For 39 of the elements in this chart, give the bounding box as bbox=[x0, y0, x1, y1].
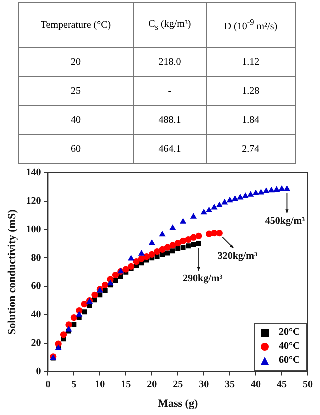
category-label: D (10$^{-9}$ m²/s) bbox=[206, 2, 296, 48]
text: - bbox=[134, 76, 206, 106]
y-tick-label: 40 bbox=[31, 310, 42, 321]
x-tick-label: 35 bbox=[225, 379, 236, 390]
category-label: C$_{s}$ (kg/m³) bbox=[134, 2, 206, 48]
y-tick-label: 0 bbox=[36, 366, 42, 378]
x-tick-label: 25 bbox=[173, 379, 184, 390]
x-tick-label: 40 bbox=[251, 379, 262, 390]
text: 25 bbox=[18, 76, 134, 106]
legend-label: 60°C bbox=[279, 355, 300, 366]
x-axis-title: Mass (g) bbox=[158, 398, 198, 410]
x-tick-label: 15 bbox=[121, 379, 132, 390]
text: 1.84 bbox=[206, 106, 296, 134]
y-tick-label: 60 bbox=[31, 281, 42, 292]
text: 464.1 bbox=[134, 134, 206, 164]
legend-label: 20°C bbox=[279, 327, 300, 338]
category-label: Temperature (°C) bbox=[18, 2, 134, 48]
y-tick-label: 120 bbox=[26, 196, 42, 207]
text: 1.28 bbox=[206, 76, 296, 106]
x-tick-label: 50 bbox=[303, 379, 313, 390]
x-tick-label: 45 bbox=[277, 379, 288, 390]
y-tick-label: 100 bbox=[26, 224, 42, 236]
y-axis-title: Solution conductivity (mS) bbox=[6, 209, 18, 336]
text: 2.74 bbox=[206, 134, 296, 164]
x-tick-label: 20 bbox=[147, 379, 158, 390]
annotation: 320kg/m³ bbox=[218, 250, 258, 262]
y-tick-label: 140 bbox=[26, 168, 42, 179]
x-tick-label: 0 bbox=[46, 379, 51, 390]
annotation: 290kg/m³ bbox=[183, 274, 223, 285]
x-tick-label: 5 bbox=[72, 379, 77, 390]
x-tick-label: 30 bbox=[199, 379, 210, 390]
text: 218.0 bbox=[134, 48, 206, 76]
text: 1.12 bbox=[206, 48, 296, 76]
y-tick-label: 20 bbox=[31, 338, 42, 349]
y-tick-label: 80 bbox=[31, 252, 42, 264]
x-tick-label: 10 bbox=[95, 379, 106, 390]
text: 488.1 bbox=[134, 106, 206, 134]
annotation: 450kg/m³ bbox=[265, 216, 306, 227]
legend-label: 40°C bbox=[279, 341, 300, 352]
